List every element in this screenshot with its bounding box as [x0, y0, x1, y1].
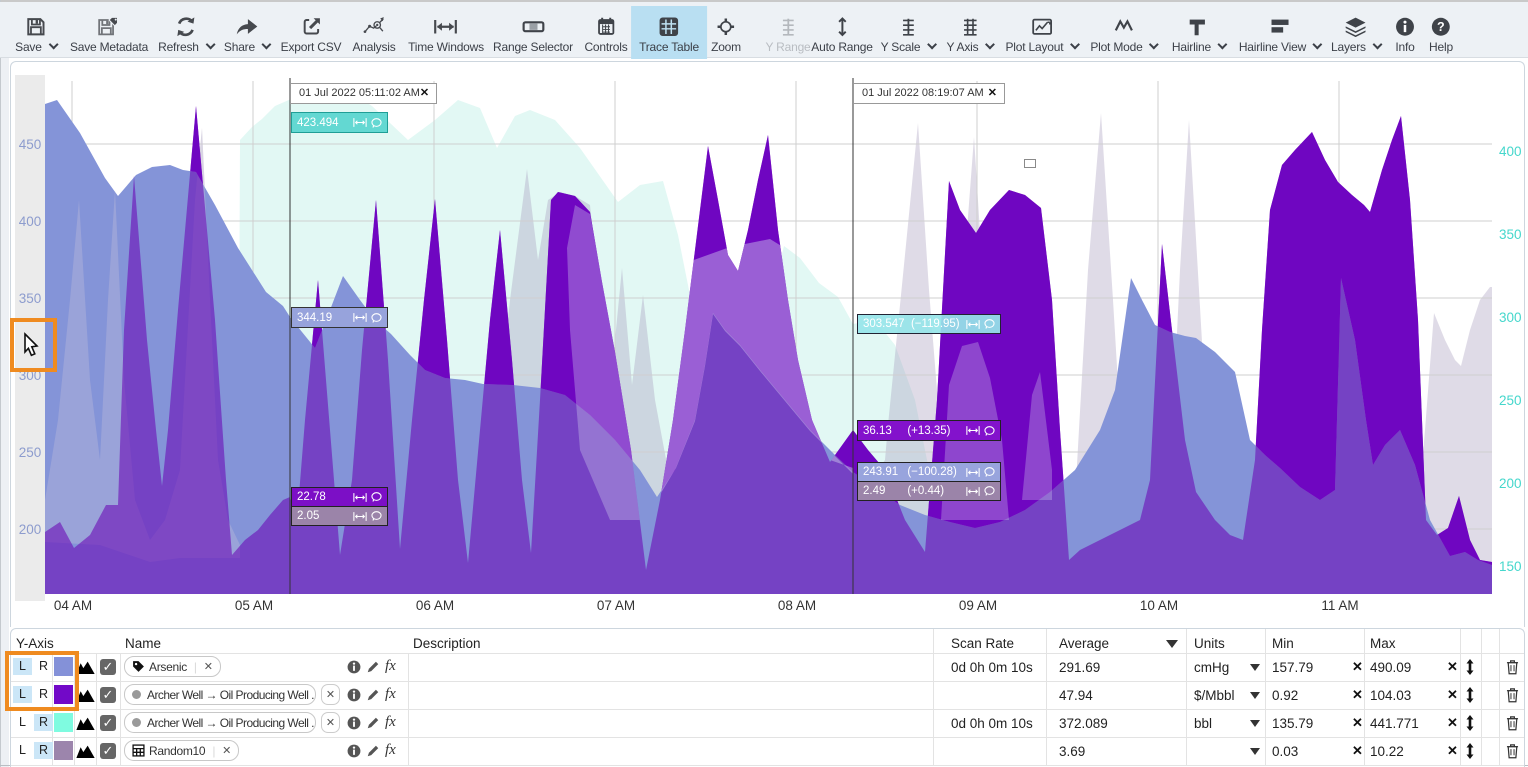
- svg-text:?: ?: [1437, 20, 1445, 34]
